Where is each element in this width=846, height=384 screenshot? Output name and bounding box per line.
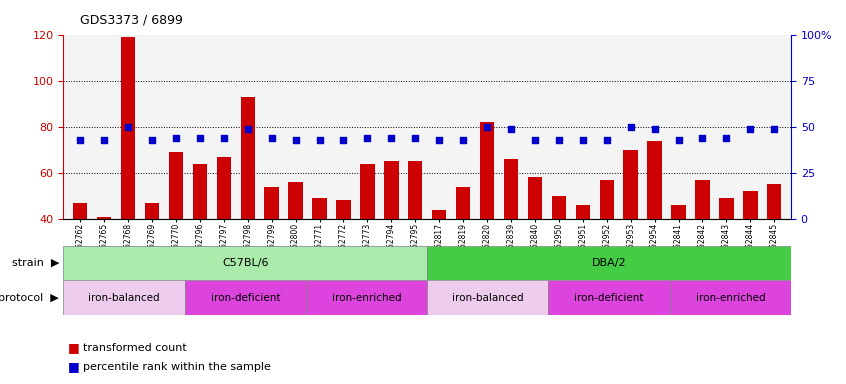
Bar [384,161,398,311]
Bar [63,280,184,315]
Point [409,135,422,141]
Point [360,135,374,141]
Text: ■: ■ [68,341,80,354]
Bar [600,180,614,311]
Bar [504,159,518,311]
Text: iron-deficient: iron-deficient [574,293,644,303]
Point [600,137,613,143]
Bar [121,37,135,311]
Point [193,135,206,141]
Point [672,137,685,143]
Point [337,137,350,143]
Bar [695,180,710,311]
Bar [168,152,183,311]
Text: ■: ■ [68,360,80,373]
Point [504,126,518,132]
Bar [408,161,422,311]
Bar [97,217,112,311]
Bar [427,280,548,315]
Bar [288,182,303,311]
Bar [743,191,757,311]
Text: DBA/2: DBA/2 [592,258,626,268]
Point [767,126,781,132]
Bar [193,164,207,311]
Point [481,124,494,130]
Bar [240,97,255,311]
Point [288,137,302,143]
Bar [548,280,670,315]
Text: C57BL/6: C57BL/6 [222,258,268,268]
Bar [719,198,733,311]
Point [720,135,733,141]
Text: GDS3373 / 6899: GDS3373 / 6899 [80,14,184,27]
Point [744,126,757,132]
Point [169,135,183,141]
Bar [217,157,231,311]
Point [576,137,590,143]
Text: iron-balanced: iron-balanced [452,293,524,303]
Bar [624,150,638,311]
Point [552,137,566,143]
Point [146,137,159,143]
Point [74,137,87,143]
Text: iron-deficient: iron-deficient [211,293,280,303]
Bar [432,210,447,311]
Point [217,135,231,141]
Text: iron-balanced: iron-balanced [88,293,160,303]
Bar [552,196,566,311]
Point [265,135,278,141]
Bar [312,198,327,311]
Bar [647,141,662,311]
Bar [73,203,87,311]
Bar [360,164,375,311]
Bar [767,184,782,311]
Point [97,137,111,143]
Point [648,126,662,132]
Bar [306,280,427,315]
Point [528,137,541,143]
Point [624,124,637,130]
Text: protocol  ▶: protocol ▶ [0,293,59,303]
Bar [184,280,306,315]
Text: strain  ▶: strain ▶ [12,258,59,268]
Bar [336,200,350,311]
Text: iron-enriched: iron-enriched [695,293,765,303]
Text: iron-enriched: iron-enriched [332,293,401,303]
Point [695,135,709,141]
Bar [265,187,279,311]
Bar [480,122,494,311]
Point [241,126,255,132]
Bar [672,205,686,311]
Point [432,137,446,143]
Point [456,137,470,143]
Bar [427,246,791,280]
Point [385,135,398,141]
Bar [145,203,159,311]
Bar [456,187,470,311]
Text: percentile rank within the sample: percentile rank within the sample [83,362,271,372]
Bar [63,246,427,280]
Bar [670,280,791,315]
Bar [575,205,590,311]
Bar [528,177,542,311]
Point [121,124,135,130]
Point [313,137,327,143]
Text: transformed count: transformed count [83,343,187,353]
